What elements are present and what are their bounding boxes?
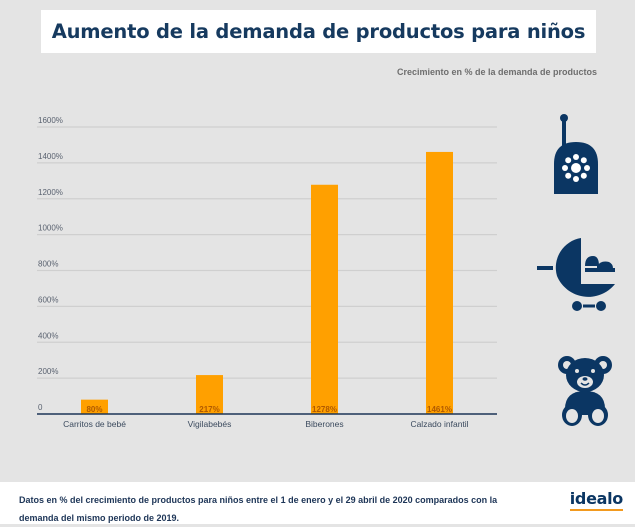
category-label: Biberones [305, 419, 343, 429]
footnote: Datos en % del crecimiento de productos … [19, 495, 498, 523]
idealo-logo: idealo [569, 489, 624, 511]
chart-subtitle: Crecimiento en % de la demanda de produc… [396, 67, 597, 77]
bars [81, 151, 453, 415]
y-tick-label: 1600% [38, 116, 63, 125]
bar [81, 399, 108, 414]
y-tick-label: 800% [38, 260, 58, 269]
category-label: Vigilabebés [188, 419, 232, 429]
title-box: Aumento de la demanda de productos para … [41, 10, 596, 53]
y-tick-label: 200% [38, 367, 58, 376]
logo-underline [569, 509, 623, 511]
value-label: 1278% [312, 405, 337, 414]
bar [426, 151, 453, 415]
category-label: Carritos de bebé [63, 419, 126, 429]
value-label: 1461% [427, 405, 452, 414]
category-labels: Carritos de bebé Vigilabebés Biberones Calz… [63, 419, 469, 429]
y-tick-label: 1000% [38, 224, 63, 233]
bar-chart: 0 200% 400% 600% 800% 1000% 1200% 1400% 1600% 80… [37, 116, 497, 429]
value-label: 80% [86, 405, 102, 414]
gridlines [37, 126, 497, 379]
bar [196, 375, 223, 414]
y-tick-label: 400% [38, 331, 58, 340]
value-labels: 80% 217% 1278% 1461% [86, 405, 451, 414]
logo-text: idealo [569, 489, 624, 508]
y-axis-ticks: 0 200% 400% 600% 800% 1000% 1200% 1400% 1600% [38, 116, 63, 412]
value-label: 217% [199, 405, 219, 414]
y-tick-label: 0 [38, 403, 43, 412]
teddy-bear-icon [558, 356, 612, 426]
bar [311, 184, 338, 414]
y-tick-label: 1200% [38, 188, 63, 197]
chart-title: Aumento de la demanda de productos para … [51, 20, 586, 43]
baby-monitor-icon [554, 114, 598, 194]
y-tick-label: 600% [38, 295, 58, 304]
footer: Datos en % del crecimiento de productos … [0, 482, 635, 524]
y-tick-label: 1400% [38, 152, 63, 161]
stroller-icon [537, 238, 615, 311]
category-label: Calzado infantil [410, 419, 468, 429]
